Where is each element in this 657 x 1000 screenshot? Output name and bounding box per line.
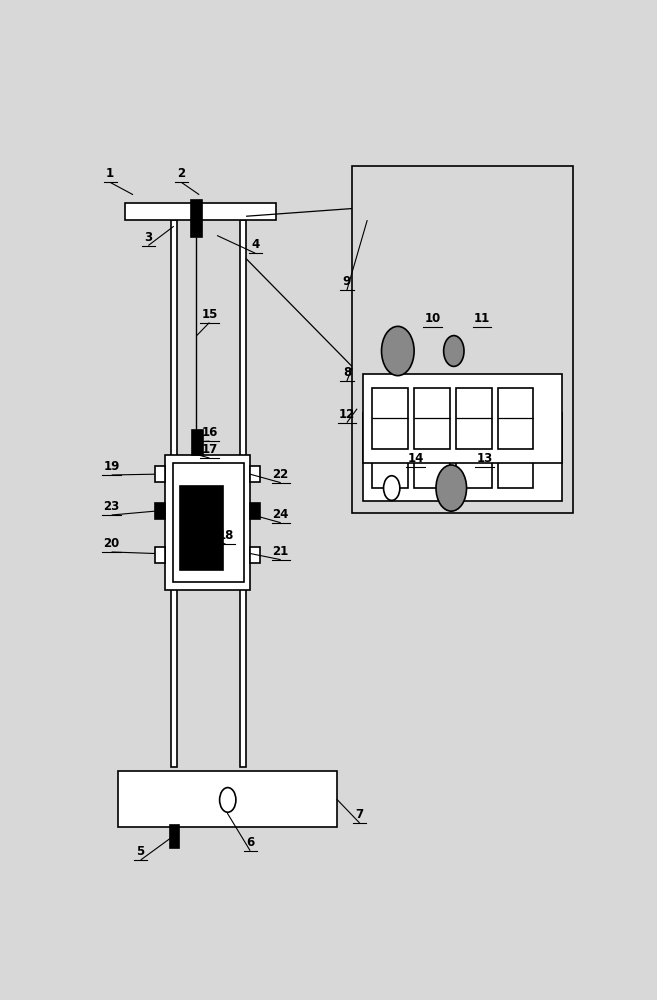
Bar bbox=[363, 413, 562, 501]
Text: 3: 3 bbox=[145, 231, 152, 244]
Bar bbox=[414, 426, 450, 488]
Bar bbox=[155, 466, 165, 482]
Circle shape bbox=[436, 465, 466, 511]
Bar bbox=[165, 455, 250, 590]
Text: 6: 6 bbox=[246, 836, 254, 849]
Text: 18: 18 bbox=[217, 529, 234, 542]
Text: 16: 16 bbox=[201, 426, 217, 439]
Bar bbox=[125, 203, 275, 220]
Bar bbox=[456, 388, 491, 449]
Text: 13: 13 bbox=[476, 452, 493, 465]
Bar bbox=[373, 388, 408, 449]
Bar bbox=[497, 426, 533, 488]
Bar bbox=[250, 503, 260, 519]
Bar bbox=[191, 200, 202, 237]
Bar bbox=[373, 426, 408, 488]
Text: 12: 12 bbox=[339, 408, 355, 421]
Text: 17: 17 bbox=[201, 443, 217, 456]
Bar bbox=[170, 825, 179, 848]
Text: 22: 22 bbox=[273, 468, 289, 481]
Text: 20: 20 bbox=[104, 537, 120, 550]
Bar bbox=[250, 466, 260, 482]
Text: 7: 7 bbox=[355, 808, 364, 821]
Text: 23: 23 bbox=[104, 500, 120, 513]
Bar bbox=[456, 426, 491, 488]
Text: 24: 24 bbox=[273, 508, 289, 521]
Bar bbox=[250, 547, 260, 563]
Text: 14: 14 bbox=[407, 452, 424, 465]
Text: 19: 19 bbox=[103, 460, 120, 473]
Text: 2: 2 bbox=[177, 167, 185, 180]
Bar bbox=[497, 388, 533, 449]
Text: 5: 5 bbox=[137, 845, 145, 858]
Bar bbox=[155, 547, 165, 563]
Bar bbox=[192, 430, 203, 455]
Bar bbox=[414, 388, 450, 449]
Bar bbox=[352, 166, 574, 513]
Text: 1: 1 bbox=[106, 167, 114, 180]
Text: 10: 10 bbox=[424, 312, 441, 325]
Bar bbox=[118, 771, 337, 827]
Bar bbox=[363, 374, 562, 463]
Text: 11: 11 bbox=[474, 312, 490, 325]
Bar bbox=[171, 220, 177, 767]
Text: 8: 8 bbox=[343, 366, 351, 379]
Bar bbox=[240, 220, 246, 767]
Text: 9: 9 bbox=[343, 275, 351, 288]
Circle shape bbox=[443, 336, 464, 366]
Circle shape bbox=[219, 788, 236, 812]
Circle shape bbox=[384, 476, 400, 500]
Bar bbox=[173, 463, 244, 582]
Text: 4: 4 bbox=[251, 238, 260, 251]
Bar bbox=[180, 486, 223, 570]
Bar bbox=[155, 503, 165, 519]
Text: 15: 15 bbox=[201, 308, 217, 321]
Circle shape bbox=[382, 326, 414, 376]
Text: 21: 21 bbox=[273, 545, 289, 558]
